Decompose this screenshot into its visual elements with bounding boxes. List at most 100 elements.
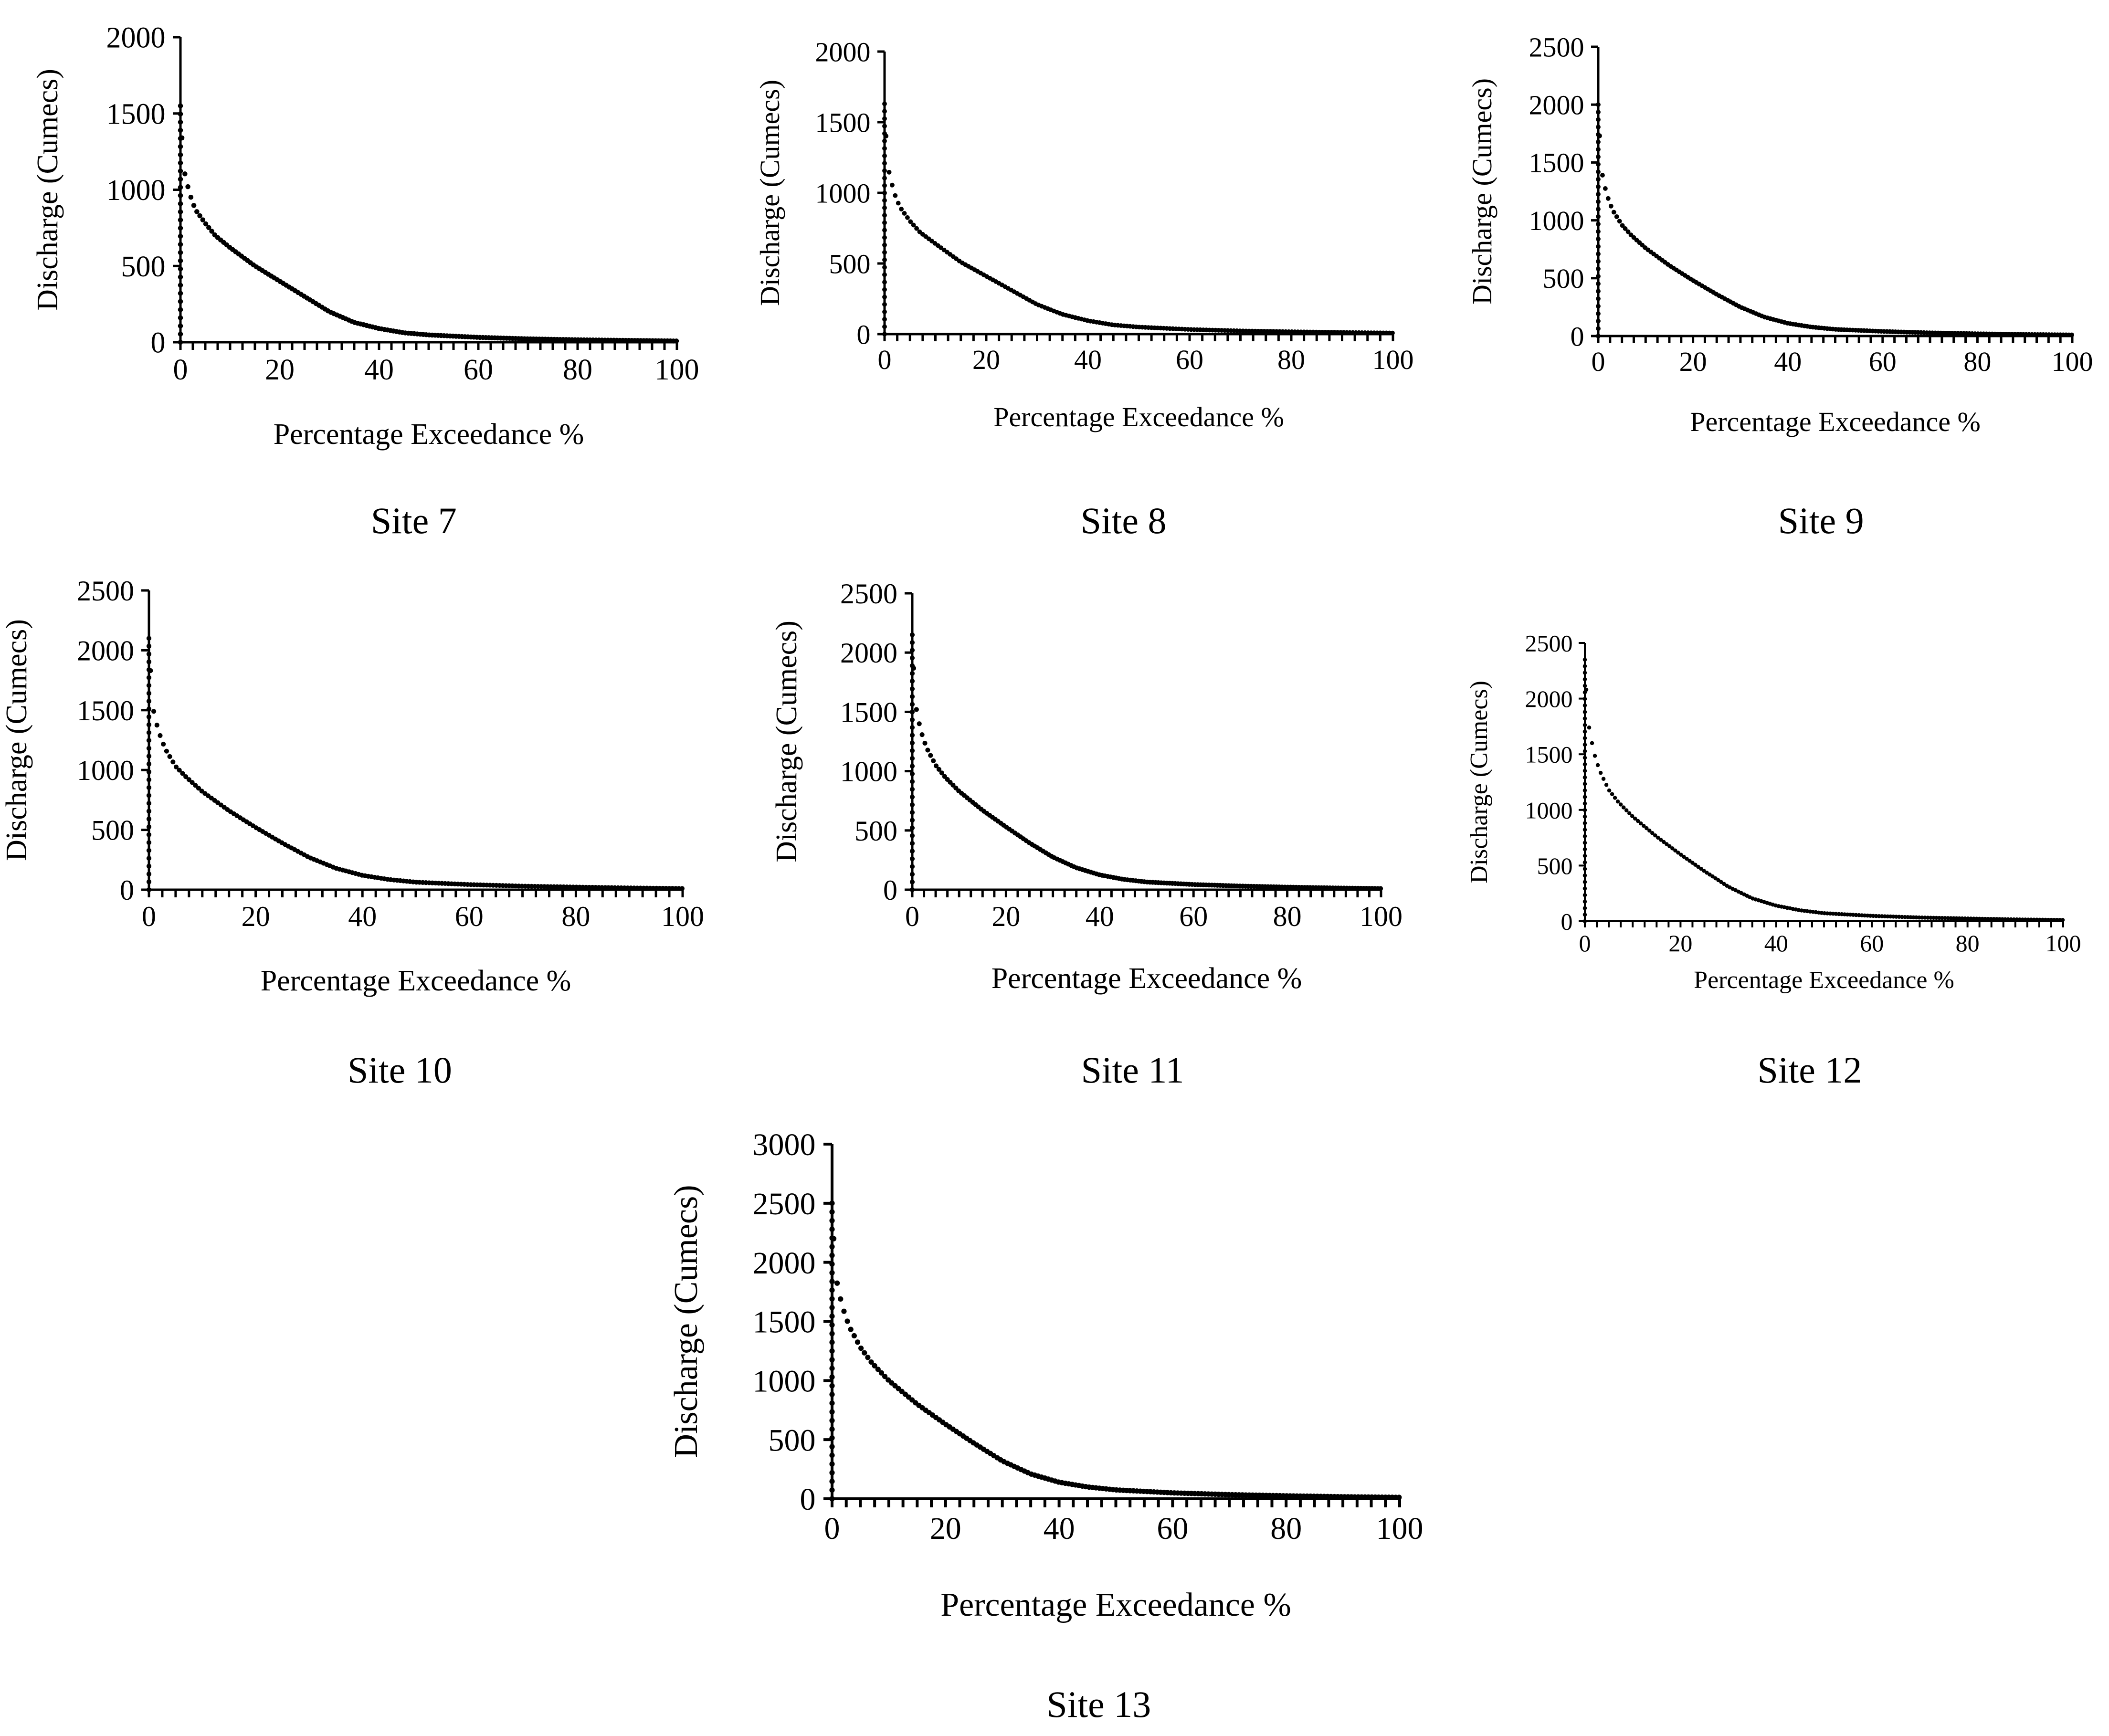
data-point	[882, 264, 887, 270]
data-point	[1582, 847, 1587, 852]
x-tick-label: 0	[1579, 930, 1591, 957]
data-point	[1614, 214, 1619, 219]
data-point	[1596, 154, 1601, 159]
data-point	[909, 748, 915, 753]
data-point	[146, 652, 152, 657]
y-tick-label: 2000	[1525, 685, 1573, 712]
data-point	[882, 295, 887, 300]
data-point	[1596, 221, 1601, 227]
data-point	[1596, 147, 1601, 152]
data-point	[146, 738, 152, 743]
y-tick-label: 1000	[840, 756, 897, 788]
data-point	[179, 135, 185, 141]
x-tick-label: 0	[905, 901, 919, 932]
data-point	[882, 176, 887, 181]
data-point	[909, 771, 915, 777]
data-point	[146, 856, 152, 861]
data-point	[1854, 913, 1858, 917]
data-point	[886, 169, 892, 175]
data-point	[178, 250, 183, 255]
data-point	[1582, 834, 1587, 839]
data-point	[1937, 915, 1941, 920]
data-point	[197, 213, 202, 219]
x-tick-label: 80	[1273, 901, 1302, 932]
data-point	[178, 152, 183, 158]
data-point	[1960, 916, 1964, 921]
data-point	[1705, 871, 1709, 875]
data-point	[1596, 102, 1601, 107]
data-point	[893, 193, 898, 198]
data-point	[1596, 244, 1601, 249]
x-tick-label: 40	[348, 901, 377, 932]
data-point	[146, 848, 152, 853]
data-point	[1582, 899, 1587, 904]
data-point	[909, 872, 915, 877]
data-point	[1934, 915, 1939, 920]
data-point	[884, 134, 889, 138]
y-tick-label: 1000	[77, 755, 134, 786]
x-tick-label: 60	[1179, 901, 1208, 932]
data-point	[872, 1363, 877, 1368]
data-point	[1719, 880, 1723, 884]
data-point	[909, 833, 915, 838]
data-point	[146, 636, 152, 641]
data-point	[1617, 219, 1622, 224]
data-point	[882, 183, 887, 188]
data-point	[2006, 917, 2011, 922]
data-point	[191, 203, 197, 208]
data-point	[2060, 918, 2065, 922]
data-point	[1825, 911, 1830, 915]
data-point	[829, 1322, 835, 1328]
y-tick-label: 2000	[106, 22, 166, 54]
data-point	[1582, 795, 1587, 799]
data-point	[2040, 917, 2045, 922]
data-point	[1596, 177, 1601, 182]
data-point	[882, 280, 887, 284]
data-point	[1653, 833, 1657, 838]
data-point	[1897, 915, 1901, 919]
data-point	[1891, 915, 1896, 919]
x-tick-label: 40	[1044, 1511, 1075, 1546]
data-point	[1997, 917, 2002, 921]
data-point	[1848, 913, 1853, 917]
data-point	[146, 675, 152, 680]
data-point	[1722, 882, 1726, 886]
data-point	[1582, 919, 1587, 924]
data-point	[851, 1333, 857, 1339]
x-axis-label: Percentage Exceedance %	[993, 401, 1284, 432]
data-point	[146, 659, 152, 664]
data-point	[909, 887, 915, 893]
y-tick-label: 1500	[1525, 741, 1573, 768]
data-point	[146, 730, 152, 735]
data-point	[146, 832, 152, 837]
y-tick-label: 1000	[106, 174, 166, 207]
data-point	[933, 763, 939, 768]
data-point	[909, 632, 915, 638]
data-point	[909, 856, 915, 862]
data-point	[854, 1339, 861, 1345]
data-point	[909, 825, 915, 831]
data-point	[882, 257, 887, 263]
data-point	[1856, 913, 1861, 917]
data-point	[146, 800, 152, 806]
data-point	[909, 763, 915, 769]
data-point	[196, 786, 201, 791]
data-point	[831, 1236, 837, 1242]
y-tick-label: 2000	[1529, 90, 1584, 121]
data-point	[2055, 918, 2059, 922]
data-point	[182, 171, 188, 177]
data-point	[1989, 917, 1993, 921]
data-point	[1582, 664, 1587, 668]
data-point	[829, 1478, 835, 1484]
data-point	[909, 740, 915, 746]
y-tick-label: 1500	[840, 696, 897, 728]
data-point	[829, 1409, 835, 1415]
data-point	[209, 229, 214, 234]
data-point	[186, 777, 191, 782]
data-point	[2023, 917, 2028, 922]
data-point	[178, 111, 183, 117]
data-point	[161, 741, 166, 747]
data-point	[203, 221, 209, 227]
